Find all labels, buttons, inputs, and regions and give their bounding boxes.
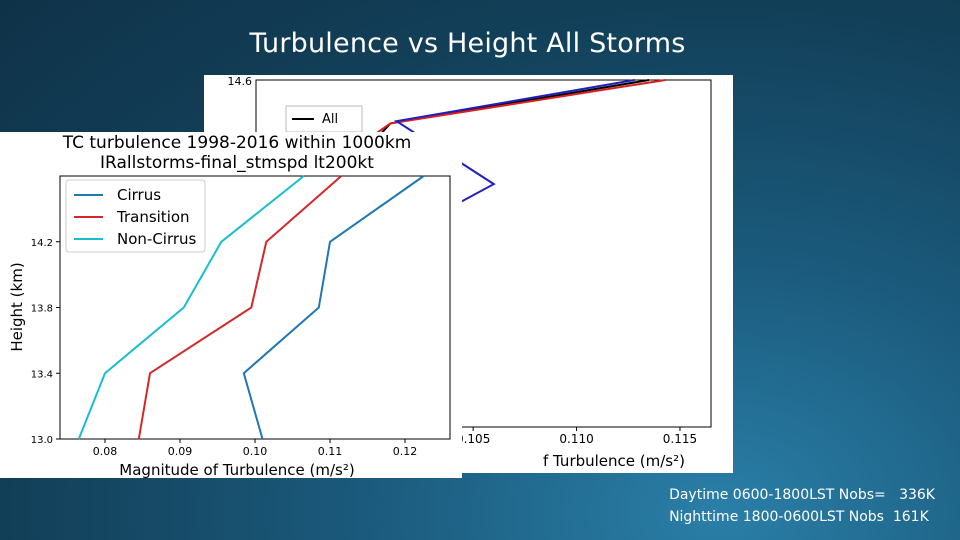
front-chart-title: TC turbulence 1998-2016 within 1000km — [62, 133, 412, 153]
x-tick-label: 0.12 — [393, 445, 418, 458]
y-tick-label: 14.2 — [31, 238, 53, 249]
front-y-axis-label: Height (km) — [8, 262, 26, 351]
back-legend-label-all: All — [322, 112, 338, 127]
front-chart-subtitle: IRallstorms-final_stmspd lt200kt — [100, 153, 374, 173]
slide-title: Turbulence vs Height All Storms — [249, 28, 686, 59]
legend-label-cirrus: Cirrus — [117, 186, 161, 204]
x-tick-label: 0.09 — [168, 445, 193, 458]
legend-label-non-cirrus: Non-Cirrus — [117, 230, 197, 248]
front-chart-panel: TC turbulence 1998-2016 within 1000km IR… — [0, 132, 462, 478]
x-tick-label: 0.08 — [93, 445, 118, 458]
y-tick-label: 13.4 — [31, 369, 53, 380]
legend-label-transition: Transition — [116, 208, 190, 226]
x-tick-label: 0.105 — [456, 432, 490, 446]
x-tick-label: 0.10 — [243, 445, 268, 458]
series-line-transition — [137, 175, 342, 440]
y-tick-label: 13.8 — [31, 304, 53, 315]
series-line-non-cirrus — [77, 175, 305, 440]
front-legend-box — [65, 179, 206, 253]
observation-stats: Daytime 0600-1800LST Nobs= 336K Nighttim… — [669, 484, 935, 528]
series-line-cirrus — [242, 175, 425, 440]
stats-nighttime: Nighttime 1800-0600LST Nobs 161K — [669, 509, 929, 525]
back-legend: All — [285, 105, 363, 133]
x-tick-label: 0.115 — [663, 432, 697, 446]
stats-daytime: Daytime 0600-1800LST Nobs= 336K — [669, 487, 935, 503]
x-tick-label: 0.110 — [559, 432, 593, 446]
back-x-axis-label: f Turbulence (m/s²) — [543, 452, 685, 470]
back-y-tick-label: 14.6 — [228, 75, 253, 88]
front-x-axis-label: Magnitude of Turbulence (m/s²) — [119, 461, 354, 478]
y-tick-label: 13.0 — [31, 435, 53, 446]
front-chart: TC turbulence 1998-2016 within 1000km IR… — [8, 133, 451, 478]
front-legend: Cirrus Transition Non-Cirrus — [65, 179, 206, 253]
x-tick-label: 0.11 — [318, 445, 343, 458]
